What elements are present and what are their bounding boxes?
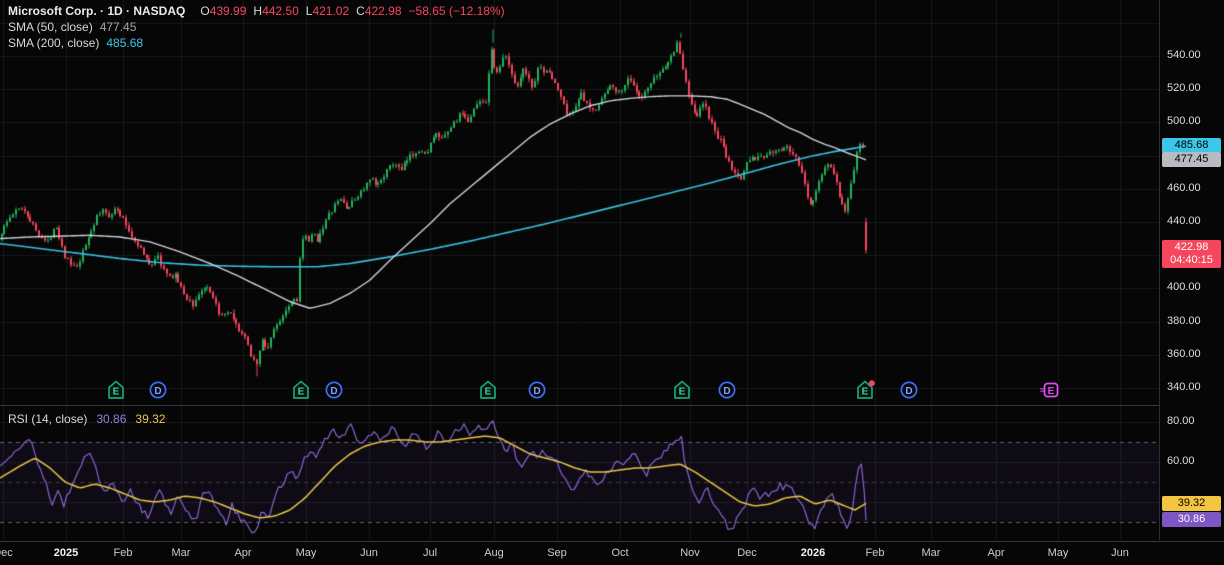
price-axis-tick: 520.00 bbox=[1167, 82, 1201, 94]
dividend-marker[interactable]: D bbox=[717, 380, 737, 400]
svg-text:D: D bbox=[723, 386, 730, 397]
close-label: C bbox=[356, 4, 365, 18]
svg-text:D: D bbox=[905, 386, 912, 397]
time-axis-tick[interactable]: Mar bbox=[171, 547, 191, 559]
time-axis-tick[interactable]: Feb bbox=[865, 547, 885, 559]
last-price-badge: 422.98 04:40:15 bbox=[1162, 240, 1221, 268]
sma200-legend-row[interactable]: SMA (200, close) 485.68 bbox=[8, 35, 505, 51]
svg-text:E: E bbox=[679, 387, 686, 398]
time-axis-tick[interactable]: Jun bbox=[1111, 547, 1129, 559]
dividend-marker[interactable]: D bbox=[527, 380, 547, 400]
time-axis-tick[interactable]: 2026 bbox=[800, 547, 826, 559]
svg-text:D: D bbox=[330, 386, 337, 397]
price-axis-tick: 440.00 bbox=[1167, 215, 1201, 227]
earnings-marker[interactable]: E bbox=[478, 380, 498, 400]
open-label: O bbox=[200, 4, 210, 18]
price-axis-tick: 540.00 bbox=[1167, 49, 1201, 61]
high-label: H bbox=[253, 4, 263, 18]
rsi-axis-tick: 80.00 bbox=[1167, 415, 1195, 427]
earnings-marker[interactable]: E bbox=[106, 380, 126, 400]
time-axis-tick[interactable]: Dec bbox=[0, 547, 13, 559]
svg-text:E: E bbox=[862, 387, 869, 398]
price-axis-tick: 460.00 bbox=[1167, 182, 1201, 194]
time-axis-tick[interactable]: May bbox=[295, 547, 317, 559]
rsi-axis-tick: 60.00 bbox=[1167, 455, 1195, 467]
rsi-badge: 30.86 bbox=[1162, 512, 1221, 527]
rsi-label: RSI (14, close) bbox=[8, 412, 88, 426]
close-value: 422.98 bbox=[364, 4, 402, 18]
sma50-value: 477.45 bbox=[99, 20, 137, 34]
time-axis-tick[interactable]: Sep bbox=[547, 547, 567, 559]
time-axis-tick[interactable]: Apr bbox=[987, 547, 1005, 559]
sma200-label: SMA (200, close) bbox=[8, 36, 100, 50]
time-axis-tick[interactable]: Feb bbox=[113, 547, 133, 559]
price-axis[interactable]: 485.68 477.45 422.98 04:40:15 39.32 30.8… bbox=[1160, 0, 1224, 540]
event-markers-row: E D E D E D E D E D E ≈ bbox=[106, 380, 1060, 400]
time-axis-tick[interactable]: Jul bbox=[422, 547, 438, 559]
high-value: 442.50 bbox=[262, 4, 299, 18]
dividend-marker[interactable]: D bbox=[148, 380, 168, 400]
sma200-value: 485.68 bbox=[106, 36, 144, 50]
price-axis-tick: 500.00 bbox=[1167, 115, 1201, 127]
time-axis-tick[interactable]: Apr bbox=[234, 547, 252, 559]
time-axis-tick[interactable]: May bbox=[1047, 547, 1069, 559]
price-axis-tick: 400.00 bbox=[1167, 281, 1201, 293]
time-axis[interactable]: Dec 2025 Feb Mar Apr May Jun Jul Aug Sep Oct Nov Dec… bbox=[0, 541, 1224, 565]
open-value: 439.99 bbox=[209, 4, 247, 18]
rsi-value: 30.86 bbox=[96, 412, 127, 426]
chart-canvas[interactable] bbox=[0, 0, 1160, 540]
svg-text:E: E bbox=[485, 387, 492, 398]
svg-text:E: E bbox=[113, 387, 120, 398]
sma50-price-badge: 477.45 bbox=[1162, 152, 1221, 167]
sma200-price-badge: 485.68 bbox=[1162, 138, 1221, 153]
future-earnings-marker[interactable]: E ≈ bbox=[1040, 380, 1060, 400]
svg-text:D: D bbox=[154, 386, 161, 397]
price-axis-border bbox=[1159, 0, 1160, 540]
rsi-ma-badge: 39.32 bbox=[1162, 496, 1221, 511]
svg-text:≈: ≈ bbox=[1040, 385, 1045, 395]
time-axis-tick[interactable]: 2025 bbox=[53, 547, 79, 559]
earnings-marker[interactable]: E bbox=[855, 380, 875, 400]
price-axis-tick: 380.00 bbox=[1167, 315, 1201, 327]
bar-countdown: 04:40:15 bbox=[1170, 254, 1213, 266]
change-value: −58.65 (−12.18%) bbox=[408, 4, 505, 18]
time-axis-tick[interactable]: Jun bbox=[360, 547, 378, 559]
time-axis-tick[interactable]: Dec bbox=[737, 547, 757, 559]
last-price-value: 422.98 bbox=[1174, 241, 1209, 253]
sma50-legend-row[interactable]: SMA (50, close) 477.45 bbox=[8, 19, 505, 35]
dividend-marker[interactable]: D bbox=[899, 380, 919, 400]
symbol-legend-row[interactable]: Microsoft Corp. · 1D · NASDAQ O439.99 H442… bbox=[8, 3, 505, 19]
dividend-marker[interactable]: D bbox=[324, 380, 344, 400]
svg-text:E: E bbox=[298, 387, 305, 398]
svg-text:E: E bbox=[1048, 386, 1055, 397]
rsi-legend[interactable]: RSI (14, close) 30.86 39.32 bbox=[8, 412, 174, 426]
earnings-marker[interactable]: E bbox=[291, 380, 311, 400]
time-axis-tick[interactable]: Aug bbox=[484, 547, 504, 559]
price-axis-tick: 340.00 bbox=[1167, 381, 1201, 393]
sma50-label: SMA (50, close) bbox=[8, 20, 93, 34]
pane-separator[interactable] bbox=[0, 405, 1224, 406]
symbol-title[interactable]: Microsoft Corp. · 1D · NASDAQ bbox=[8, 4, 186, 18]
chart-legend: Microsoft Corp. · 1D · NASDAQ O439.99 H442… bbox=[8, 3, 505, 51]
low-value: 421.02 bbox=[312, 4, 350, 18]
time-axis-tick[interactable]: Oct bbox=[611, 547, 629, 559]
time-axis-tick[interactable]: Mar bbox=[921, 547, 941, 559]
time-axis-tick[interactable]: Nov bbox=[680, 547, 700, 559]
svg-text:D: D bbox=[533, 386, 540, 397]
rsi-ma-value: 39.32 bbox=[135, 412, 166, 426]
low-label: L bbox=[305, 4, 313, 18]
earnings-marker[interactable]: E bbox=[672, 380, 692, 400]
price-axis-tick: 360.00 bbox=[1167, 348, 1201, 360]
